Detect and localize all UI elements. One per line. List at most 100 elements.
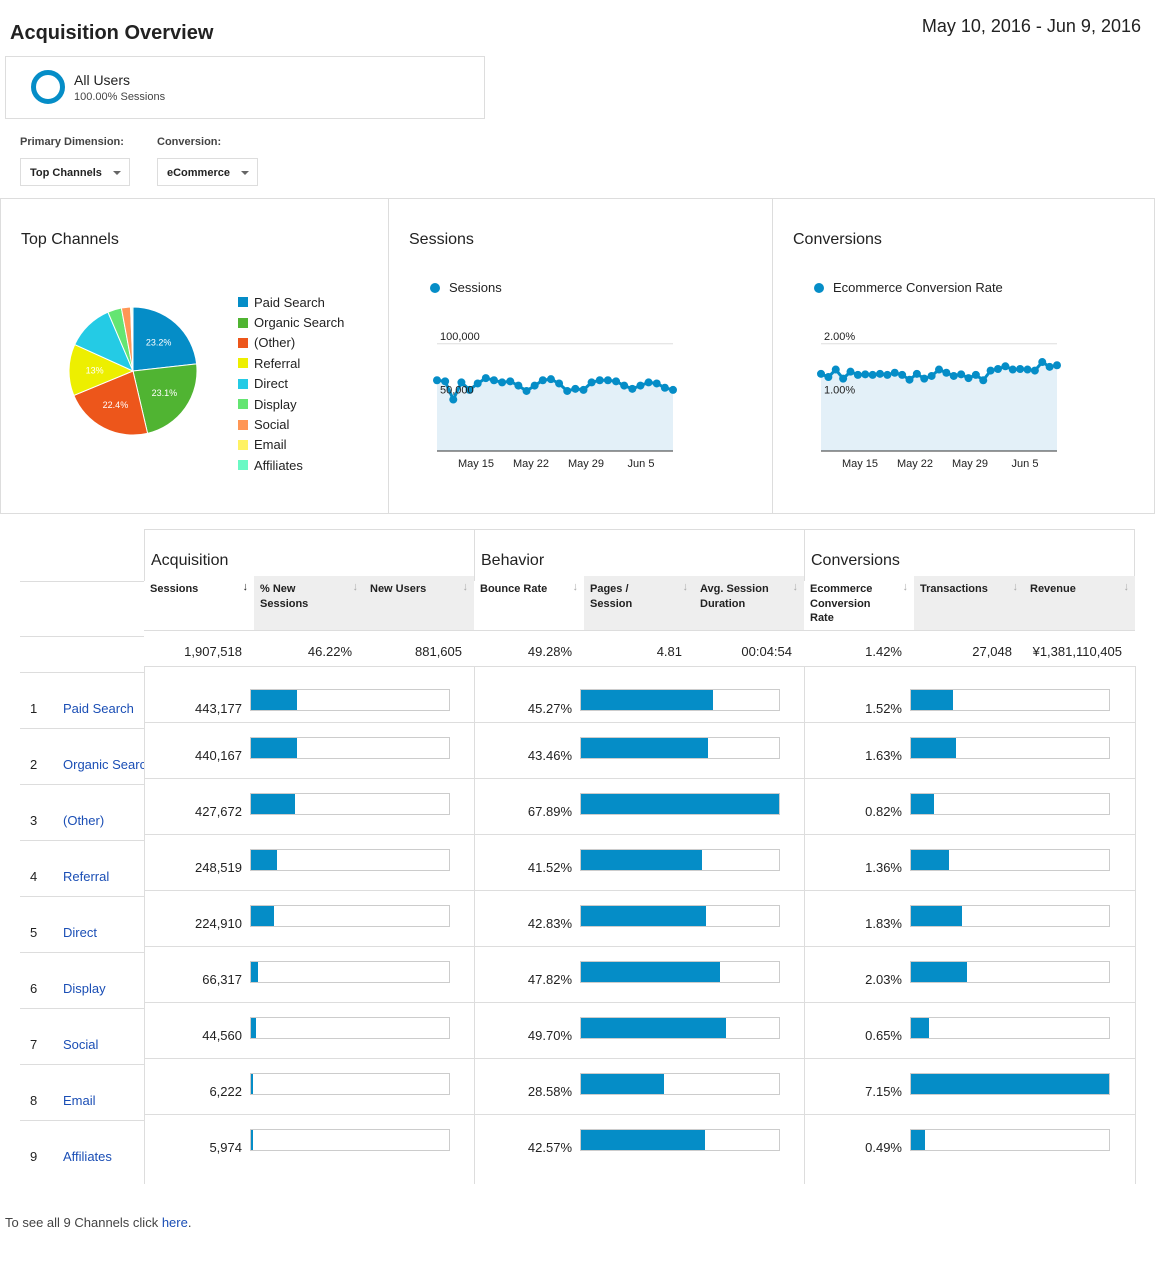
data-point[interactable] — [628, 384, 637, 393]
data-point[interactable] — [669, 385, 677, 394]
sort-arrow-icon[interactable]: ↓ — [242, 581, 249, 593]
column-header[interactable]: Transactions ↓ — [914, 576, 1024, 630]
data-point[interactable] — [949, 371, 958, 380]
data-point[interactable] — [514, 381, 523, 390]
pie-slice[interactable] — [132, 306, 198, 372]
data-point[interactable] — [979, 376, 988, 385]
data-point[interactable] — [935, 365, 943, 374]
pie-legend-item[interactable]: Display — [238, 394, 344, 414]
pie-legend-item[interactable]: Email — [238, 435, 344, 455]
data-point[interactable] — [489, 376, 498, 385]
data-point[interactable] — [579, 385, 588, 394]
data-point[interactable] — [957, 370, 966, 379]
data-point[interactable] — [457, 378, 466, 387]
data-point[interactable] — [912, 369, 921, 378]
pie-slice[interactable] — [132, 363, 198, 434]
data-point[interactable] — [433, 376, 441, 385]
data-point[interactable] — [861, 370, 870, 379]
data-point[interactable] — [986, 366, 995, 375]
data-point[interactable] — [868, 370, 877, 379]
data-point[interactable] — [620, 381, 629, 390]
data-point[interactable] — [883, 370, 892, 379]
channel-link[interactable]: Display — [63, 981, 106, 996]
conversion-dropdown[interactable]: eCommerce — [157, 158, 258, 186]
data-point[interactable] — [817, 369, 825, 378]
data-point[interactable] — [1030, 366, 1039, 375]
data-point[interactable] — [555, 379, 564, 388]
data-point[interactable] — [636, 381, 645, 390]
data-point[interactable] — [846, 367, 855, 376]
data-point[interactable] — [644, 378, 653, 387]
channel-link[interactable]: Email — [63, 1093, 96, 1108]
channel-link[interactable]: Organic Search — [63, 757, 144, 772]
data-point[interactable] — [1023, 365, 1032, 374]
pie-legend-item[interactable]: Referral — [238, 353, 344, 373]
data-point[interactable] — [538, 376, 547, 385]
data-point[interactable] — [964, 374, 973, 383]
data-point[interactable] — [530, 381, 539, 390]
pie-slice[interactable] — [73, 370, 149, 436]
pie-slice[interactable] — [131, 306, 134, 372]
data-point[interactable] — [612, 377, 621, 386]
data-point[interactable] — [1001, 362, 1010, 371]
channel-link[interactable]: Affiliates — [63, 1149, 112, 1164]
primary-dimension-dropdown[interactable]: Top Channels — [20, 158, 130, 186]
data-point[interactable] — [498, 378, 507, 387]
channel-link[interactable]: (Other) — [63, 813, 105, 828]
data-point[interactable] — [449, 395, 458, 404]
data-point[interactable] — [1038, 358, 1047, 367]
sort-arrow-icon[interactable]: ↓ — [902, 581, 909, 593]
channel-link[interactable]: Referral — [63, 869, 110, 884]
data-point[interactable] — [927, 371, 936, 380]
data-point[interactable] — [660, 383, 669, 392]
data-point[interactable] — [473, 379, 482, 388]
column-header[interactable]: Revenue ↓ — [1024, 576, 1135, 630]
channel-link[interactable]: Direct — [63, 925, 97, 940]
data-point[interactable] — [1008, 365, 1017, 374]
data-point[interactable] — [839, 374, 848, 383]
channel-link[interactable]: Social — [63, 1037, 99, 1052]
data-point[interactable] — [971, 370, 980, 379]
data-point[interactable] — [876, 369, 884, 378]
data-point[interactable] — [905, 375, 914, 384]
pie-legend-item[interactable]: Direct — [238, 374, 344, 394]
pie-legend-item[interactable]: (Other) — [238, 333, 344, 353]
see-all-link[interactable]: here — [161, 1215, 188, 1230]
data-point[interactable] — [853, 370, 862, 379]
data-point[interactable] — [563, 386, 572, 395]
data-point[interactable] — [942, 368, 951, 377]
sort-arrow-icon[interactable]: ↓ — [462, 581, 469, 593]
sort-arrow-icon[interactable]: ↓ — [1012, 581, 1019, 593]
column-header[interactable]: Ecommerce Conversion Rate ↓ — [804, 576, 914, 630]
segment-card[interactable]: All Users 100.00% Sessions — [5, 56, 485, 119]
data-point[interactable] — [831, 365, 840, 374]
pie-legend-item[interactable]: Affiliates — [238, 455, 344, 475]
column-header[interactable]: New Users ↓ — [364, 576, 474, 630]
data-point[interactable] — [994, 364, 1002, 373]
pie-legend-item[interactable]: Paid Search — [238, 292, 344, 312]
data-point[interactable] — [522, 386, 531, 395]
data-point[interactable] — [595, 376, 604, 385]
data-point[interactable] — [1045, 362, 1054, 371]
data-point[interactable] — [1053, 361, 1061, 370]
column-header[interactable]: Pages / Session ↓ — [584, 576, 694, 630]
column-header[interactable]: Bounce Rate ↓ — [474, 576, 584, 630]
data-point[interactable] — [890, 368, 899, 377]
data-point[interactable] — [587, 378, 596, 387]
sort-arrow-icon[interactable]: ↓ — [572, 581, 579, 593]
data-point[interactable] — [824, 373, 833, 382]
data-point[interactable] — [465, 385, 474, 394]
channel-link[interactable]: Paid Search — [63, 701, 134, 716]
pie-legend-item[interactable]: Organic Search — [238, 312, 344, 332]
data-point[interactable] — [1016, 364, 1025, 373]
data-point[interactable] — [546, 375, 555, 384]
data-point[interactable] — [898, 370, 907, 379]
data-point[interactable] — [652, 379, 661, 388]
sort-arrow-icon[interactable]: ↓ — [1123, 581, 1130, 593]
sort-arrow-icon[interactable]: ↓ — [352, 581, 359, 593]
column-header[interactable]: % New Sessions ↓ — [254, 576, 364, 630]
data-point[interactable] — [506, 377, 515, 386]
sort-arrow-icon[interactable]: ↓ — [682, 581, 689, 593]
date-range-picker[interactable]: May 10, 2016 - Jun 9, 2016 — [921, 16, 1141, 36]
column-header[interactable]: Avg. Session Duration ↓ — [694, 576, 804, 630]
